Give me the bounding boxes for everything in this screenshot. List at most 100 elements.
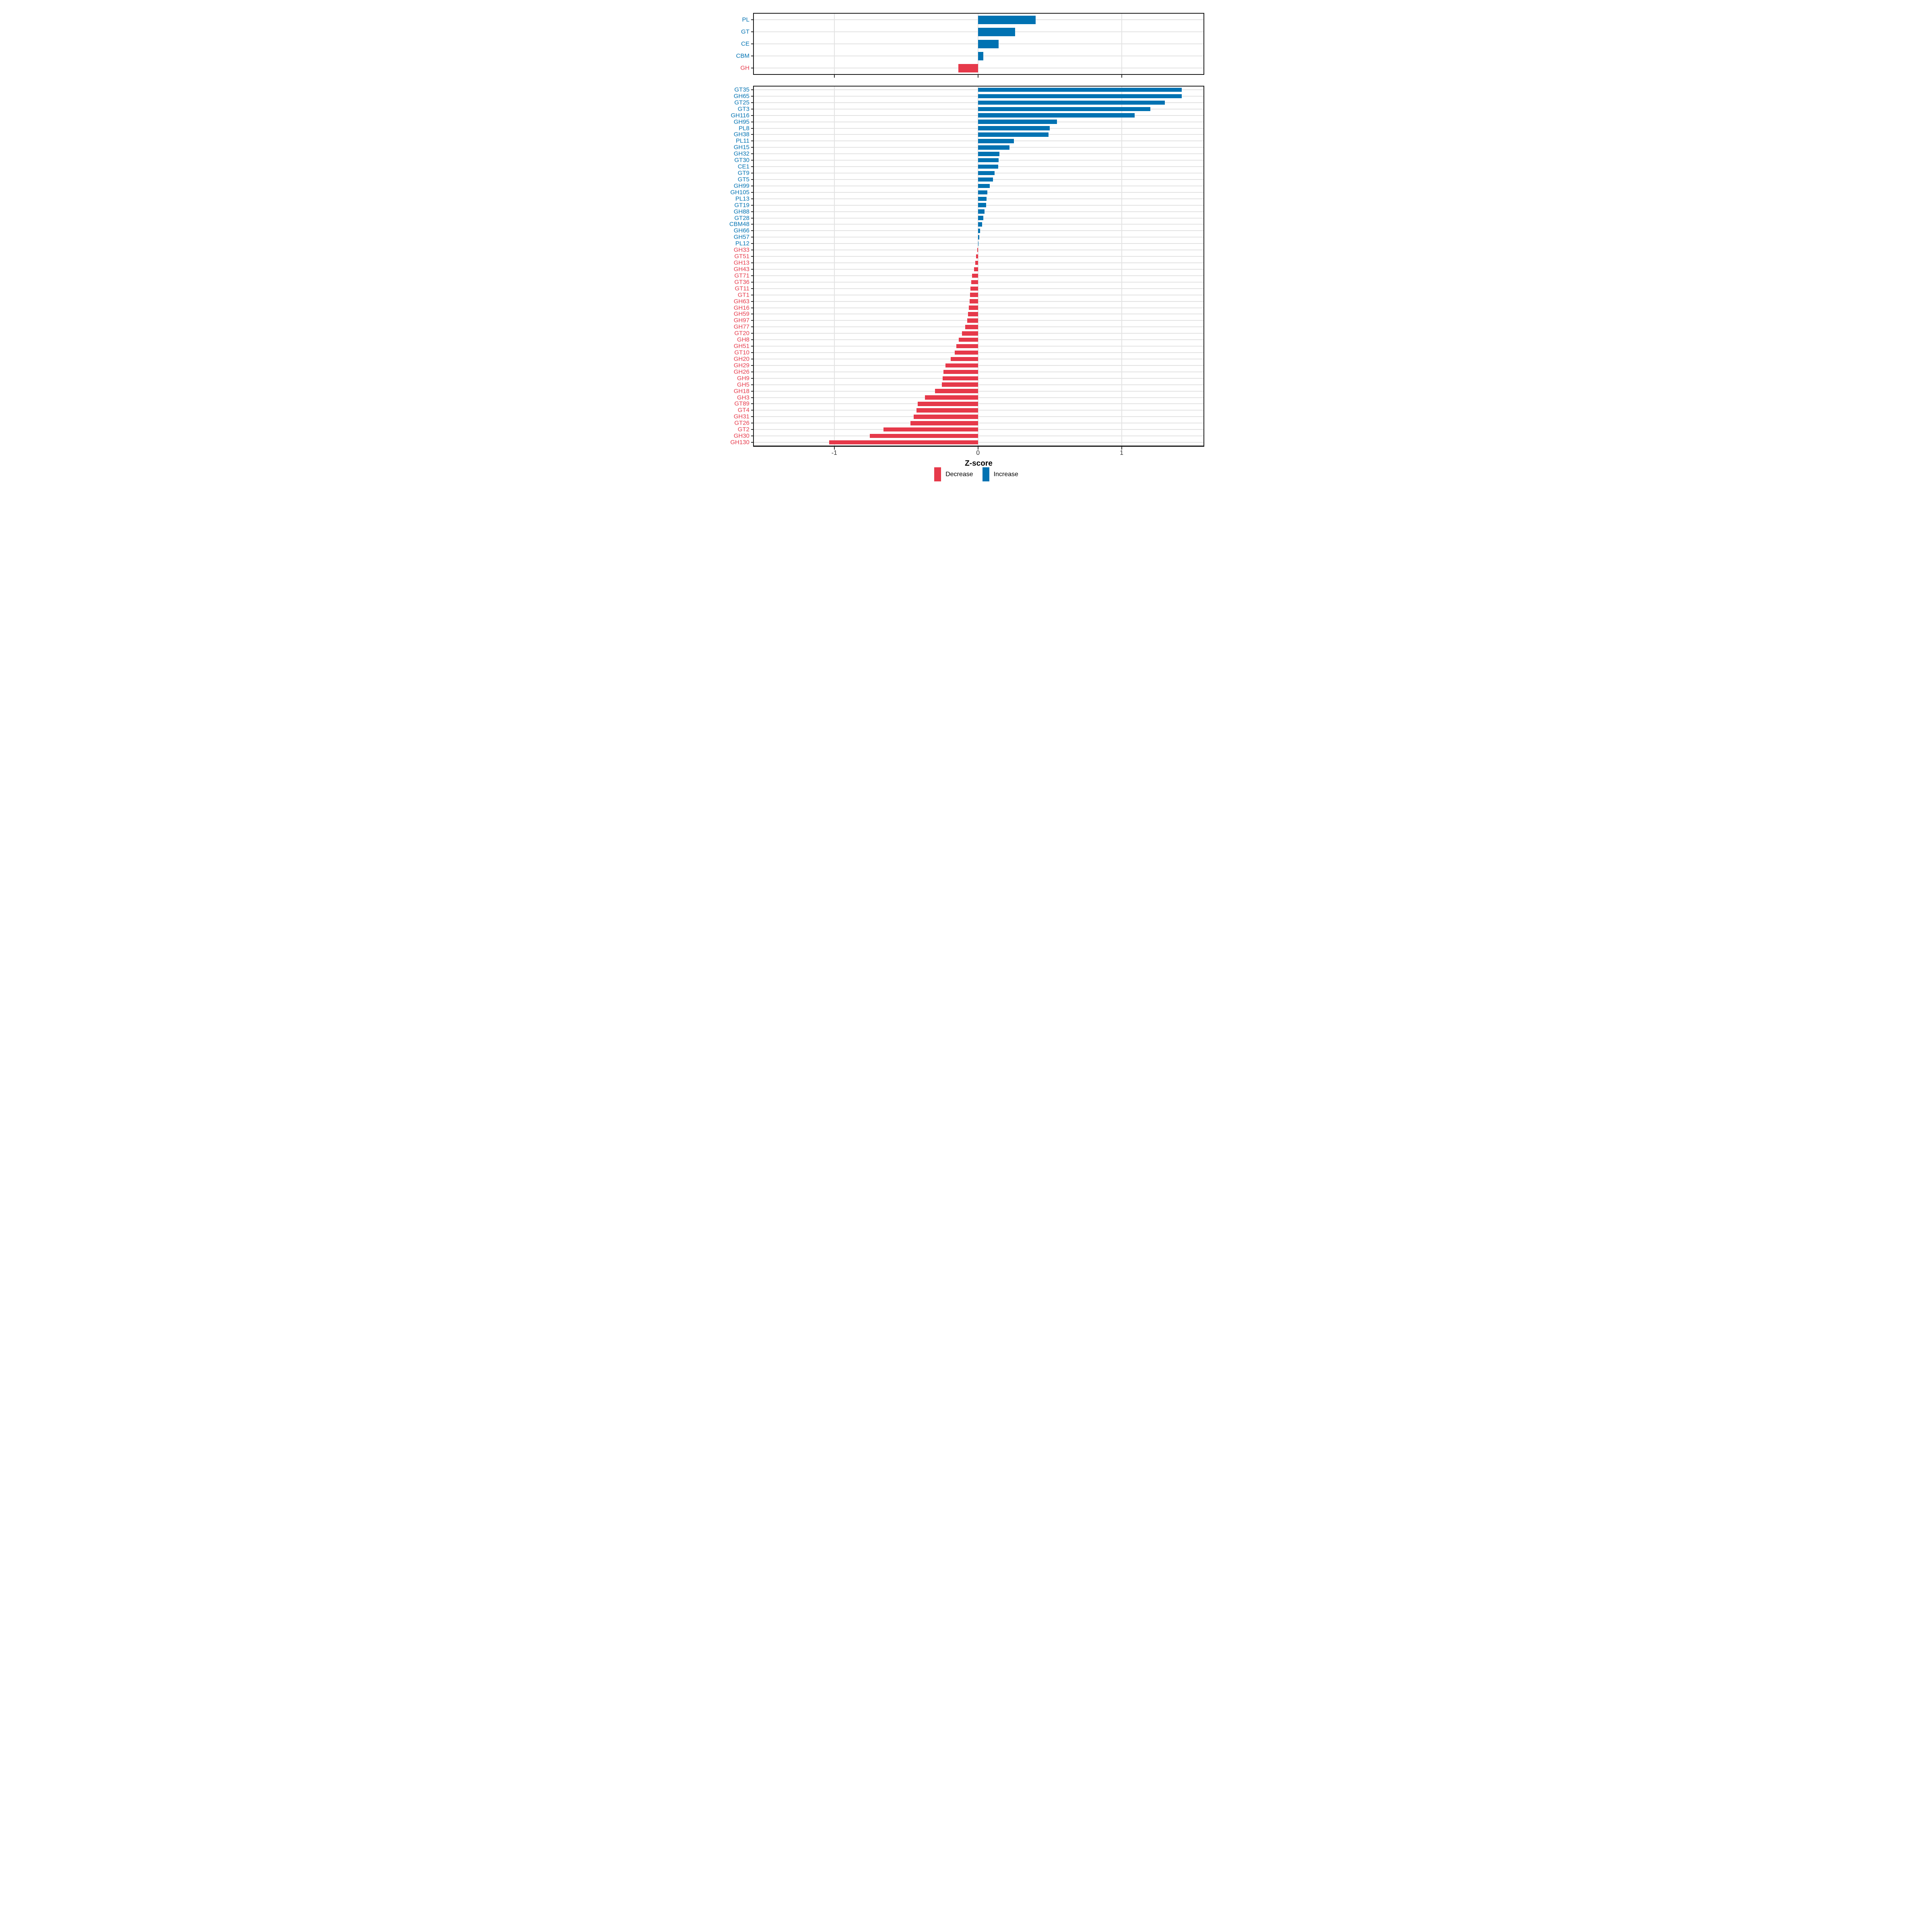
category-label-PL11: PL11 bbox=[736, 137, 749, 144]
horizontal-gridline bbox=[754, 268, 1203, 270]
y-axis-tick bbox=[751, 262, 753, 264]
horizontal-gridline bbox=[754, 429, 1203, 430]
horizontal-gridline bbox=[754, 256, 1203, 257]
category-label-GH8: GH8 bbox=[737, 336, 749, 343]
category-label-GH63: GH63 bbox=[733, 298, 749, 305]
bar-GH43 bbox=[974, 267, 978, 272]
horizontal-gridline bbox=[754, 442, 1203, 443]
bar-GH95 bbox=[978, 120, 1057, 124]
horizontal-gridline bbox=[754, 243, 1203, 244]
category-label-GT2: GT2 bbox=[737, 426, 749, 433]
y-axis-tick bbox=[751, 288, 753, 289]
bar-GT35 bbox=[978, 87, 1182, 92]
category-label-GH97: GH97 bbox=[733, 317, 749, 324]
category-label-GH99: GH99 bbox=[733, 182, 749, 190]
category-label-GH38: GH38 bbox=[733, 131, 749, 138]
bar-GH105 bbox=[978, 190, 987, 195]
x-axis-title: Z-score bbox=[965, 459, 993, 468]
y-axis-tick bbox=[751, 204, 753, 206]
bar-GT5 bbox=[978, 177, 993, 182]
y-axis-tick bbox=[751, 179, 753, 180]
bar-CE bbox=[978, 39, 999, 48]
bar-PL11 bbox=[978, 139, 1014, 143]
x-axis-tick-label-1: 1 bbox=[1120, 450, 1124, 456]
y-axis-tick bbox=[751, 31, 753, 32]
bar-GT19 bbox=[978, 203, 986, 207]
category-label-GT4: GT4 bbox=[737, 407, 749, 414]
y-axis-tick bbox=[751, 19, 753, 20]
category-label-GH116: GH116 bbox=[731, 112, 749, 119]
bar-GH26 bbox=[943, 369, 978, 374]
y-axis-tick bbox=[751, 160, 753, 161]
bar-GH3 bbox=[925, 395, 978, 400]
y-axis-tick bbox=[751, 365, 753, 366]
category-label-GT25: GT25 bbox=[734, 99, 749, 106]
legend: Decrease Increase bbox=[753, 467, 1204, 481]
horizontal-gridline bbox=[754, 339, 1203, 341]
bar-CBM bbox=[978, 52, 983, 60]
bar-PL12 bbox=[978, 242, 979, 246]
category-label-GT89: GT89 bbox=[734, 400, 749, 407]
bar-PL bbox=[978, 15, 1036, 24]
legend-label-decrease: Decrease bbox=[945, 471, 973, 478]
category-label-GH57: GH57 bbox=[733, 233, 749, 241]
vertical-gridline-1 bbox=[1121, 14, 1122, 74]
y-axis-tick bbox=[751, 301, 753, 302]
category-label-GH18: GH18 bbox=[733, 388, 749, 395]
y-axis-tick bbox=[751, 140, 753, 142]
bar-GH16 bbox=[969, 305, 978, 310]
bar-GH63 bbox=[969, 299, 978, 303]
category-label-GH9: GH9 bbox=[737, 375, 749, 382]
bar-GT25 bbox=[978, 100, 1165, 105]
category-label-GT20: GT20 bbox=[734, 330, 749, 337]
y-axis-tick bbox=[751, 89, 753, 90]
category-label-GH95: GH95 bbox=[733, 118, 749, 126]
bar-GH59 bbox=[968, 312, 978, 316]
y-axis-tick bbox=[751, 346, 753, 347]
y-axis-tick bbox=[751, 378, 753, 379]
bar-GT4 bbox=[916, 408, 978, 413]
horizontal-gridline bbox=[754, 378, 1203, 379]
y-axis-tick bbox=[751, 198, 753, 199]
horizontal-gridline bbox=[754, 275, 1203, 276]
y-axis-tick bbox=[751, 281, 753, 283]
category-label-GH77: GH77 bbox=[733, 323, 749, 330]
category-label-PL: PL bbox=[742, 16, 749, 23]
horizontal-gridline bbox=[754, 320, 1203, 321]
legend-key-increase-swatch bbox=[982, 467, 989, 481]
x-axis-tick-label--1: -1 bbox=[831, 450, 837, 456]
category-label-GH33: GH33 bbox=[733, 246, 749, 254]
category-label-GT30: GT30 bbox=[734, 157, 749, 164]
bar-GT51 bbox=[976, 254, 978, 259]
bar-CBM48 bbox=[978, 222, 983, 227]
horizontal-gridline bbox=[754, 403, 1203, 405]
bar-GT20 bbox=[962, 331, 978, 336]
category-label-GT1: GT1 bbox=[737, 291, 749, 299]
category-label-GT9: GT9 bbox=[737, 169, 749, 177]
category-label-GT28: GT28 bbox=[734, 215, 749, 222]
bar-GH32 bbox=[978, 152, 1000, 156]
category-label-GH13: GH13 bbox=[733, 259, 749, 266]
horizontal-gridline bbox=[754, 301, 1203, 302]
bar-GT30 bbox=[978, 158, 999, 163]
y-axis-tick bbox=[751, 384, 753, 385]
category-label-CE: CE bbox=[741, 40, 749, 47]
horizontal-gridline bbox=[754, 326, 1203, 328]
legend-label-increase: Increase bbox=[993, 471, 1018, 478]
horizontal-gridline bbox=[754, 390, 1203, 392]
category-label-GT19: GT19 bbox=[734, 202, 749, 209]
bar-CE1 bbox=[978, 164, 998, 169]
category-label-PL12: PL12 bbox=[735, 240, 749, 247]
bar-GH97 bbox=[967, 318, 978, 323]
vertical-gridline--1 bbox=[834, 14, 835, 74]
bar-GH33 bbox=[977, 248, 978, 252]
category-label-GH3: GH3 bbox=[737, 394, 749, 401]
horizontal-gridline bbox=[754, 416, 1203, 417]
x-axis-tick--1 bbox=[834, 75, 835, 78]
bar-PL8 bbox=[978, 126, 1050, 130]
x-axis-tick-1 bbox=[1121, 75, 1122, 78]
legend-key-decrease-swatch bbox=[934, 467, 941, 481]
bar-GT10 bbox=[955, 350, 978, 355]
bar-GT36 bbox=[971, 280, 978, 285]
bar-GH29 bbox=[945, 363, 978, 368]
